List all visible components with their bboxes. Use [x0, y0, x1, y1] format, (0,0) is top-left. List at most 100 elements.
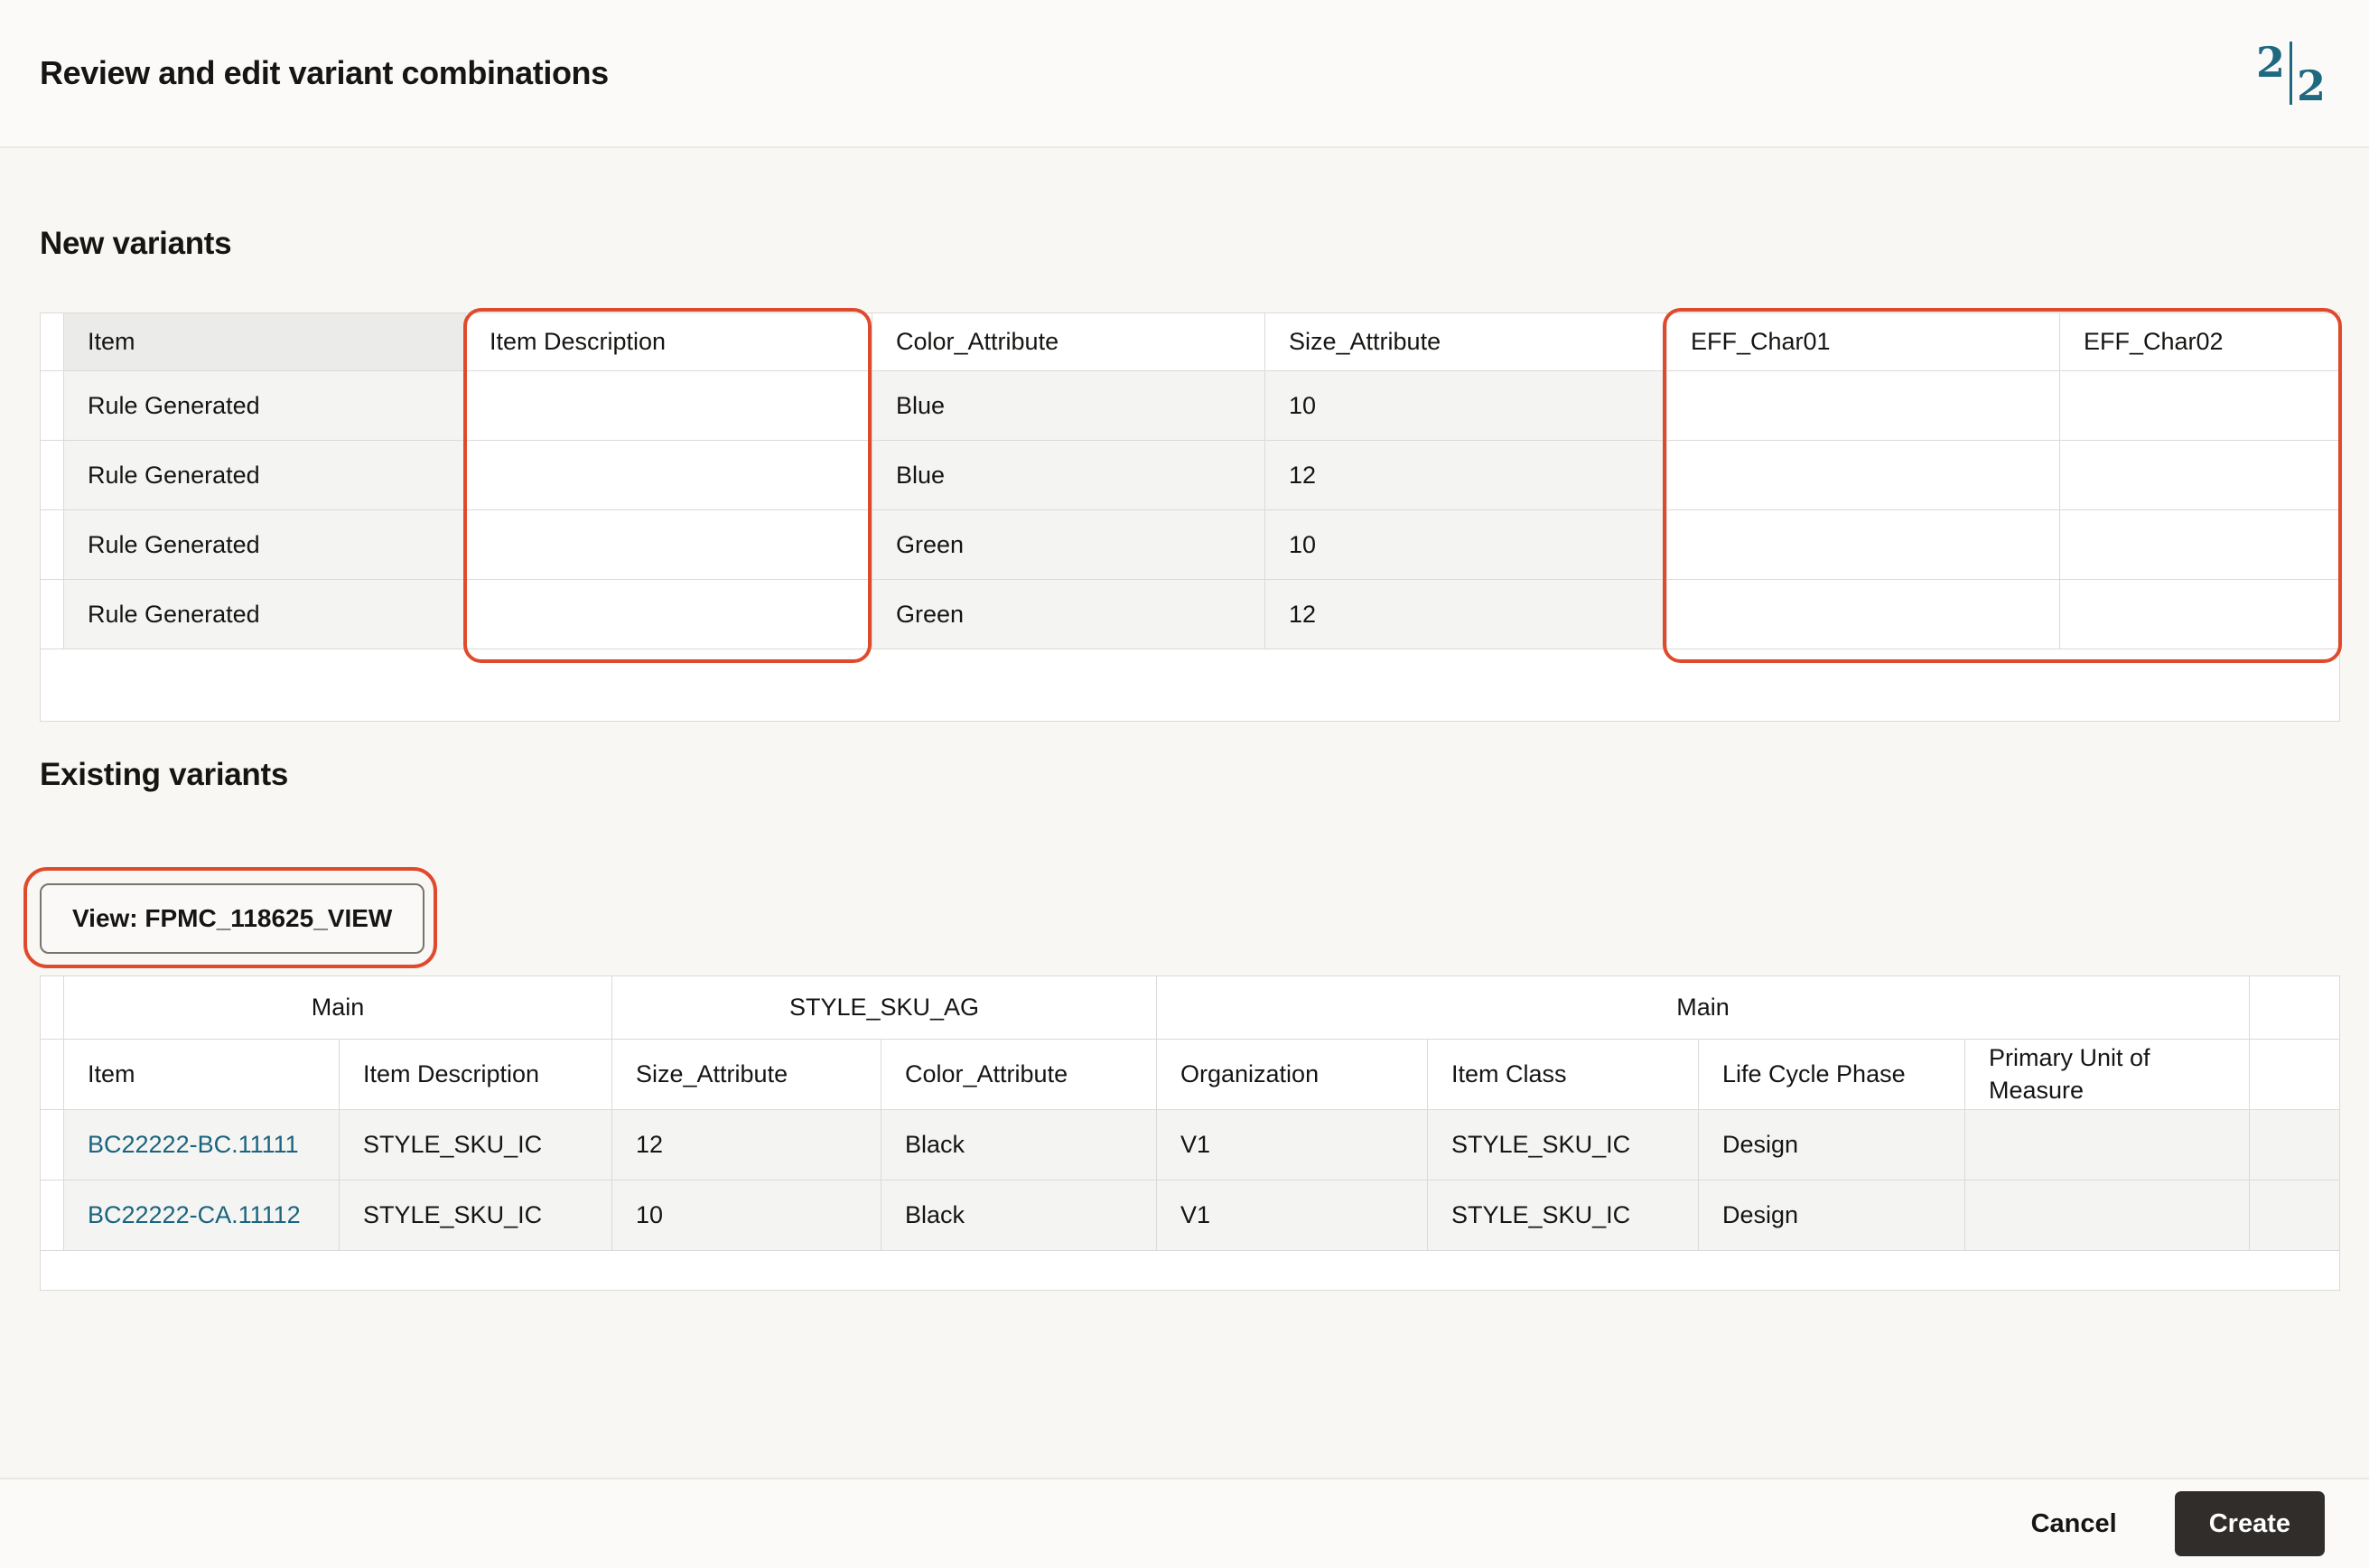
- row-header-stub: [40, 313, 64, 371]
- group-header-empty: [2249, 975, 2341, 1040]
- table-row: Rule Generated Green 12: [40, 579, 2340, 649]
- table-row: Rule Generated Green 10: [40, 509, 2340, 580]
- cell-size-attribute: 12: [1264, 440, 1667, 510]
- column-header-life-cycle-phase[interactable]: Life Cycle Phase: [1698, 1039, 1965, 1110]
- item-link[interactable]: BC22222-BC.11111: [88, 1131, 299, 1158]
- new-variants-header-row: Item Item Description Color_Attribute Si…: [40, 313, 2340, 371]
- table-row: BC22222-CA.11112 STYLE_SKU_IC 10 Black V…: [40, 1180, 2341, 1251]
- cell-size-attribute: 12: [611, 1109, 881, 1181]
- step-indicator: 2 2: [2255, 38, 2326, 110]
- column-header-color-attribute[interactable]: Color_Attribute: [881, 1039, 1157, 1110]
- cell-item: Rule Generated: [63, 579, 466, 649]
- column-header-primary-unit-of-measure[interactable]: Primary Unit of Measure: [1963, 1039, 2251, 1110]
- cell-item-description[interactable]: [465, 440, 872, 510]
- column-header-eff-char02[interactable]: EFF_Char02: [2059, 313, 2340, 371]
- table-row: Rule Generated Blue 12: [40, 440, 2340, 510]
- cell-color-attribute: Blue: [872, 440, 1265, 510]
- row-header-stub: [40, 1039, 64, 1110]
- step-current: 2: [2255, 38, 2285, 87]
- row-header-stub: [40, 509, 64, 580]
- cell-item-description: STYLE_SKU_IC: [339, 1109, 612, 1181]
- column-header-item-description[interactable]: Item Description: [465, 313, 872, 371]
- table-empty-area: [39, 1250, 2341, 1291]
- row-header-stub: [40, 440, 64, 510]
- cell-item: Rule Generated: [63, 509, 466, 580]
- cell-item: BC22222-BC.11111: [63, 1109, 340, 1181]
- cell-item-description[interactable]: [465, 370, 872, 441]
- row-header-stub: [40, 370, 64, 441]
- cell-organization: V1: [1156, 1109, 1428, 1181]
- row-header-stub: [40, 1109, 64, 1181]
- column-header-item[interactable]: Item: [63, 1039, 340, 1110]
- cell-eff-char01[interactable]: [1666, 509, 2060, 580]
- step-total: 2: [2296, 61, 2326, 110]
- cell-eff-char02[interactable]: [2059, 370, 2340, 441]
- page-title: Review and edit variant combinations: [40, 54, 609, 91]
- row-header-stub: [40, 1180, 64, 1251]
- cell-item: Rule Generated: [63, 370, 466, 441]
- column-header-size-attribute[interactable]: Size_Attribute: [611, 1039, 881, 1110]
- dialog-footer: Cancel Create: [0, 1478, 2369, 1568]
- item-link[interactable]: BC22222-CA.11112: [88, 1201, 301, 1228]
- cell-eff-char01[interactable]: [1666, 370, 2060, 441]
- cell-eff-char01[interactable]: [1666, 579, 2060, 649]
- cell-item-description[interactable]: [465, 579, 872, 649]
- dialog-header: Review and edit variant combinations 2 2: [0, 0, 2369, 148]
- cell-empty: [2249, 1109, 2341, 1181]
- cell-size-attribute: 10: [611, 1180, 881, 1251]
- existing-variants-header-row: Item Item Description Size_Attribute Col…: [40, 1039, 2341, 1110]
- step-divider: [2289, 42, 2292, 105]
- table-row: Rule Generated Blue 10: [40, 370, 2340, 441]
- column-header-item[interactable]: Item: [63, 313, 466, 371]
- cell-eff-char02[interactable]: [2059, 440, 2340, 510]
- row-header-stub: [40, 975, 64, 1040]
- existing-variants-heading: Existing variants: [40, 757, 289, 792]
- existing-variants-table: Main STYLE_SKU_AG Main Item Item Descrip…: [39, 975, 2341, 1291]
- table-empty-area: [39, 1250, 2341, 1291]
- table-empty-area: [40, 649, 2340, 722]
- group-header-main-2: Main: [1155, 975, 2251, 1040]
- cell-color-attribute: Black: [881, 1109, 1157, 1181]
- column-header-empty: [2249, 1039, 2341, 1110]
- new-variants-heading: New variants: [40, 226, 232, 261]
- cell-eff-char01[interactable]: [1666, 440, 2060, 510]
- cell-item-class: STYLE_SKU_IC: [1427, 1109, 1699, 1181]
- cell-life-cycle-phase: Design: [1698, 1109, 1965, 1181]
- column-header-item-class[interactable]: Item Class: [1427, 1039, 1699, 1110]
- row-header-stub: [40, 579, 64, 649]
- group-header-main: Main: [63, 975, 612, 1040]
- cell-primary-unit-of-measure: [1963, 1180, 2251, 1251]
- cell-item-description: STYLE_SKU_IC: [339, 1180, 612, 1251]
- create-button[interactable]: Create: [2174, 1491, 2325, 1556]
- group-header-style-sku-ag: STYLE_SKU_AG: [611, 975, 1157, 1040]
- cell-organization: V1: [1156, 1180, 1428, 1251]
- cell-size-attribute: 10: [1264, 370, 1667, 441]
- cell-primary-unit-of-measure: [1963, 1109, 2251, 1181]
- table-empty-area: [40, 649, 2340, 722]
- column-header-color-attribute[interactable]: Color_Attribute: [872, 313, 1265, 371]
- cell-eff-char02[interactable]: [2059, 509, 2340, 580]
- column-header-item-description[interactable]: Item Description: [339, 1039, 612, 1110]
- cell-item: Rule Generated: [63, 440, 466, 510]
- column-header-eff-char01[interactable]: EFF_Char01: [1666, 313, 2060, 371]
- cell-size-attribute: 10: [1264, 509, 1667, 580]
- cell-empty: [2249, 1180, 2341, 1251]
- view-selector-button[interactable]: View: FPMC_118625_VIEW: [40, 883, 425, 954]
- existing-variants-group-header-row: Main STYLE_SKU_AG Main: [40, 975, 2341, 1040]
- cell-item-class: STYLE_SKU_IC: [1427, 1180, 1699, 1251]
- cancel-button[interactable]: Cancel: [2030, 1508, 2117, 1538]
- cell-item: BC22222-CA.11112: [63, 1180, 340, 1251]
- cell-color-attribute: Blue: [872, 370, 1265, 441]
- column-header-size-attribute[interactable]: Size_Attribute: [1264, 313, 1667, 371]
- column-header-organization[interactable]: Organization: [1156, 1039, 1428, 1110]
- cell-life-cycle-phase: Design: [1698, 1180, 1965, 1251]
- new-variants-table: Item Item Description Color_Attribute Si…: [40, 313, 2340, 722]
- table-row: BC22222-BC.11111 STYLE_SKU_IC 12 Black V…: [40, 1109, 2341, 1181]
- cell-size-attribute: 12: [1264, 579, 1667, 649]
- cell-color-attribute: Green: [872, 579, 1265, 649]
- cell-eff-char02[interactable]: [2059, 579, 2340, 649]
- cell-color-attribute: Green: [872, 509, 1265, 580]
- cell-item-description[interactable]: [465, 509, 872, 580]
- cell-color-attribute: Black: [881, 1180, 1157, 1251]
